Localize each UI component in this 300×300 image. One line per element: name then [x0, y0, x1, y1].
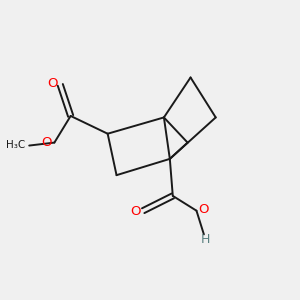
Text: O: O: [48, 77, 58, 90]
Text: O: O: [42, 136, 52, 149]
Text: O: O: [199, 203, 209, 216]
Text: H: H: [201, 233, 210, 246]
Text: H₃C: H₃C: [5, 140, 25, 150]
Text: O: O: [130, 205, 141, 218]
